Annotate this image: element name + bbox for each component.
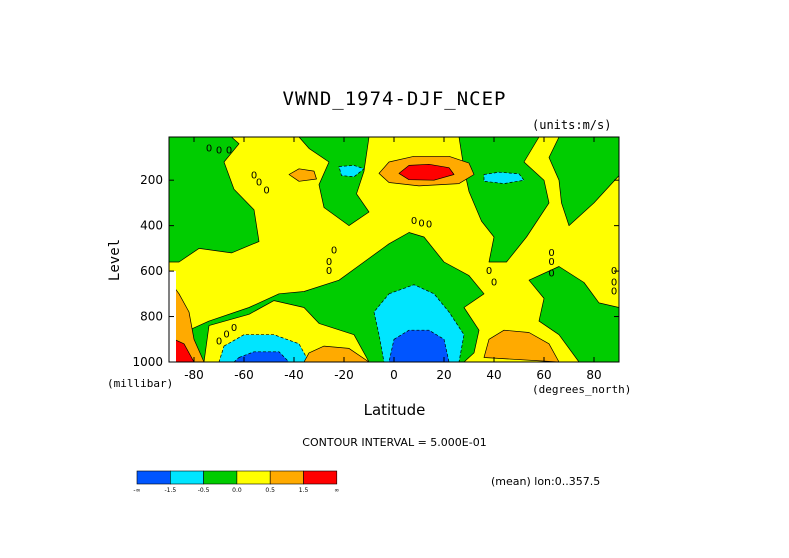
zero-contour-label: 0	[331, 246, 337, 257]
x-tick-label: 60	[536, 368, 551, 382]
green-region	[168, 136, 260, 263]
y-tick-label: 200	[140, 173, 163, 187]
zero-contour-label: 0	[206, 143, 212, 154]
zero-contour-label: 0	[411, 216, 417, 227]
zero-contour-label: 0	[418, 218, 424, 229]
x-tick-label: -40	[284, 368, 304, 382]
zero-contour-label: 0	[491, 277, 497, 288]
cyan-region	[483, 171, 525, 184]
colorbar-swatch	[170, 470, 204, 485]
zero-contour-label: 0	[548, 268, 554, 279]
x-axis-unit: (degrees_north)	[532, 383, 632, 396]
zero-contour-label: 0	[216, 146, 222, 157]
mean-longitude-label: (mean) lon:0..357.5	[491, 475, 601, 488]
contour-interval-label: CONTOUR INTERVAL = 5.000E-01	[302, 436, 487, 449]
colorbar-label: -1.5	[164, 487, 176, 494]
colorbar-label: -0.5	[198, 487, 210, 494]
colorbar-label: -∞	[133, 487, 140, 494]
orange-region	[288, 168, 317, 182]
zero-contour-label: 0	[263, 185, 269, 196]
zero-contour-label: 0	[548, 248, 554, 259]
y-tick-label: 600	[140, 264, 163, 278]
zero-contour-label: 0	[223, 330, 229, 341]
colorbar-label: ∞	[334, 487, 339, 494]
zero-contour-label: 0	[548, 257, 554, 268]
blue-region	[233, 351, 290, 363]
zero-contour-label: 0	[611, 287, 617, 298]
x-axis-label: Latitude	[363, 401, 426, 419]
colorbar-swatch	[269, 470, 304, 485]
colorbar-swatch	[236, 470, 271, 485]
green-region	[298, 136, 370, 226]
zero-contour-label: 0	[486, 266, 492, 277]
colorbar-swatch	[136, 470, 171, 485]
blue-region	[388, 329, 450, 363]
colorbar-swatch	[203, 470, 238, 485]
colorbar-label: 0.0	[232, 487, 242, 494]
y-tick-label: 800	[140, 310, 163, 324]
cyan-region	[338, 165, 365, 178]
x-tick-label: 40	[486, 368, 501, 382]
zero-contour-label: 0	[216, 337, 222, 348]
x-tick-label: -60	[234, 368, 254, 382]
zero-contour-label: 0	[231, 323, 237, 334]
green-region	[458, 136, 550, 263]
x-tick-label: -80	[184, 368, 204, 382]
y-axis-unit: (millibar)	[107, 377, 174, 390]
red-region	[398, 163, 455, 181]
zero-contour-label: 0	[251, 171, 257, 182]
x-tick-label: 0	[390, 368, 398, 382]
colorbar-swatch	[303, 470, 338, 485]
zero-contour-label: 0	[256, 177, 262, 188]
chart-title: VWND_1974-DJF_NCEP	[282, 88, 507, 110]
x-tick-label: 80	[586, 368, 601, 382]
zero-contour-label: 0	[326, 257, 332, 268]
zero-contour-label: 0	[611, 277, 617, 288]
y-tick-label: 400	[140, 219, 163, 233]
x-tick-label: -20	[334, 368, 354, 382]
y-tick-label: 1000	[132, 355, 163, 369]
colorbar-label: 0.5	[265, 487, 275, 494]
zero-contour-label: 0	[226, 146, 232, 157]
colorbar-label: 1.5	[299, 487, 309, 494]
zero-contour-label: 0	[426, 220, 432, 231]
x-tick-label: 20	[436, 368, 451, 382]
units-label: (units:m/s)	[532, 118, 612, 132]
zero-contour-label: 0	[326, 266, 332, 277]
